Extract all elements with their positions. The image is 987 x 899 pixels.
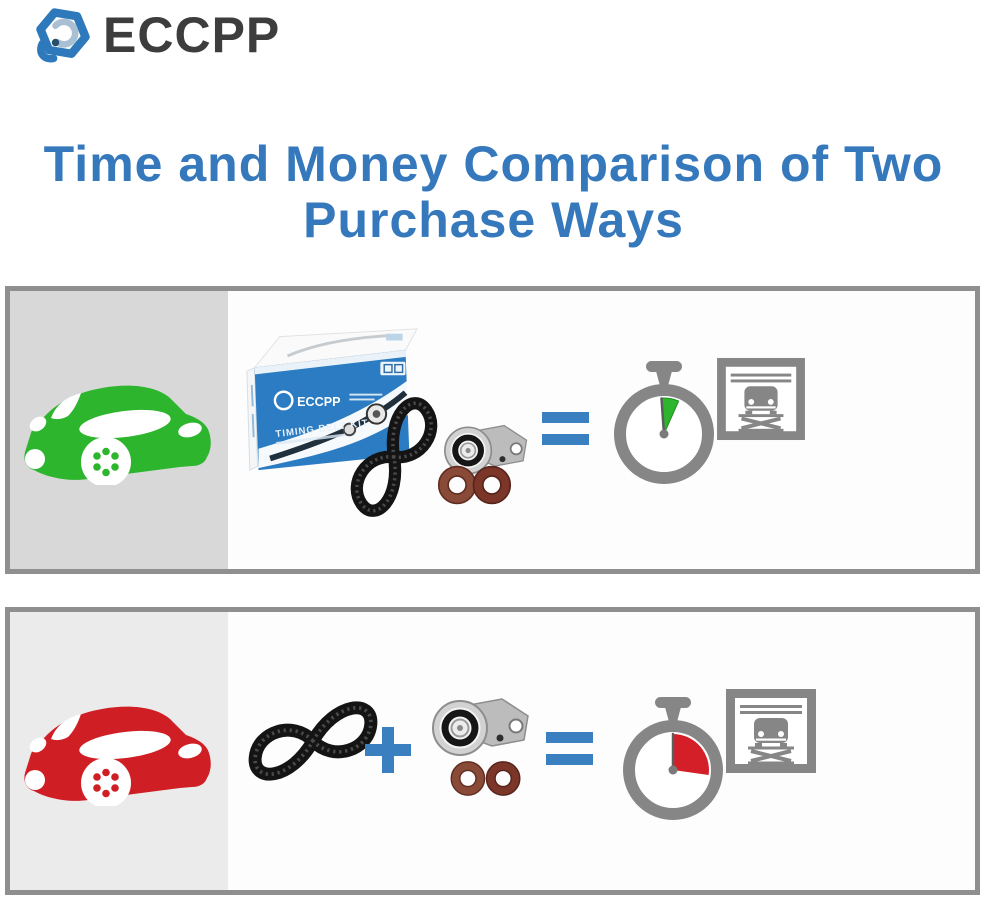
- car-zone-red: [10, 612, 228, 890]
- brand-name: ECCPP: [103, 7, 281, 63]
- panel-buy-separately: [5, 607, 980, 895]
- box-brand-text: ECCPP: [297, 395, 340, 409]
- page-title: Time and Money Comparison of Two Purchas…: [0, 136, 987, 248]
- title-line-1: Time and Money Comparison of Two: [43, 136, 944, 192]
- timing-belt-kit-box: ECCPP TIMING BELT KIT: [246, 328, 418, 471]
- panel-buy-kit: ECCPP TIMING BELT KIT: [5, 286, 980, 574]
- equals-icon: [542, 412, 589, 445]
- brand-header: ECCPP: [33, 5, 280, 65]
- garage-lift-icon: [726, 689, 816, 773]
- eccpp-logo-icon: [36, 8, 90, 63]
- stopwatch-short-time-icon: [614, 361, 714, 484]
- oil-seals-icon: [437, 465, 512, 505]
- title-line-2: Purchase Ways: [303, 192, 684, 248]
- garage-lift-icon: [717, 357, 805, 441]
- car-zone-green: [10, 291, 228, 569]
- stopwatch-long-time-icon: [623, 697, 723, 820]
- timing-belt-icon: [324, 379, 463, 535]
- equals-icon: [546, 732, 593, 765]
- tensioner-pulley-icon: [432, 698, 529, 756]
- tensioner-pulley-icon: [444, 424, 528, 475]
- oil-seals-icon: [450, 761, 521, 796]
- timing-belt-icon: [231, 685, 396, 797]
- red-car-icon: [24, 706, 211, 806]
- plus-icon: [365, 727, 411, 773]
- green-car-icon: [24, 385, 211, 485]
